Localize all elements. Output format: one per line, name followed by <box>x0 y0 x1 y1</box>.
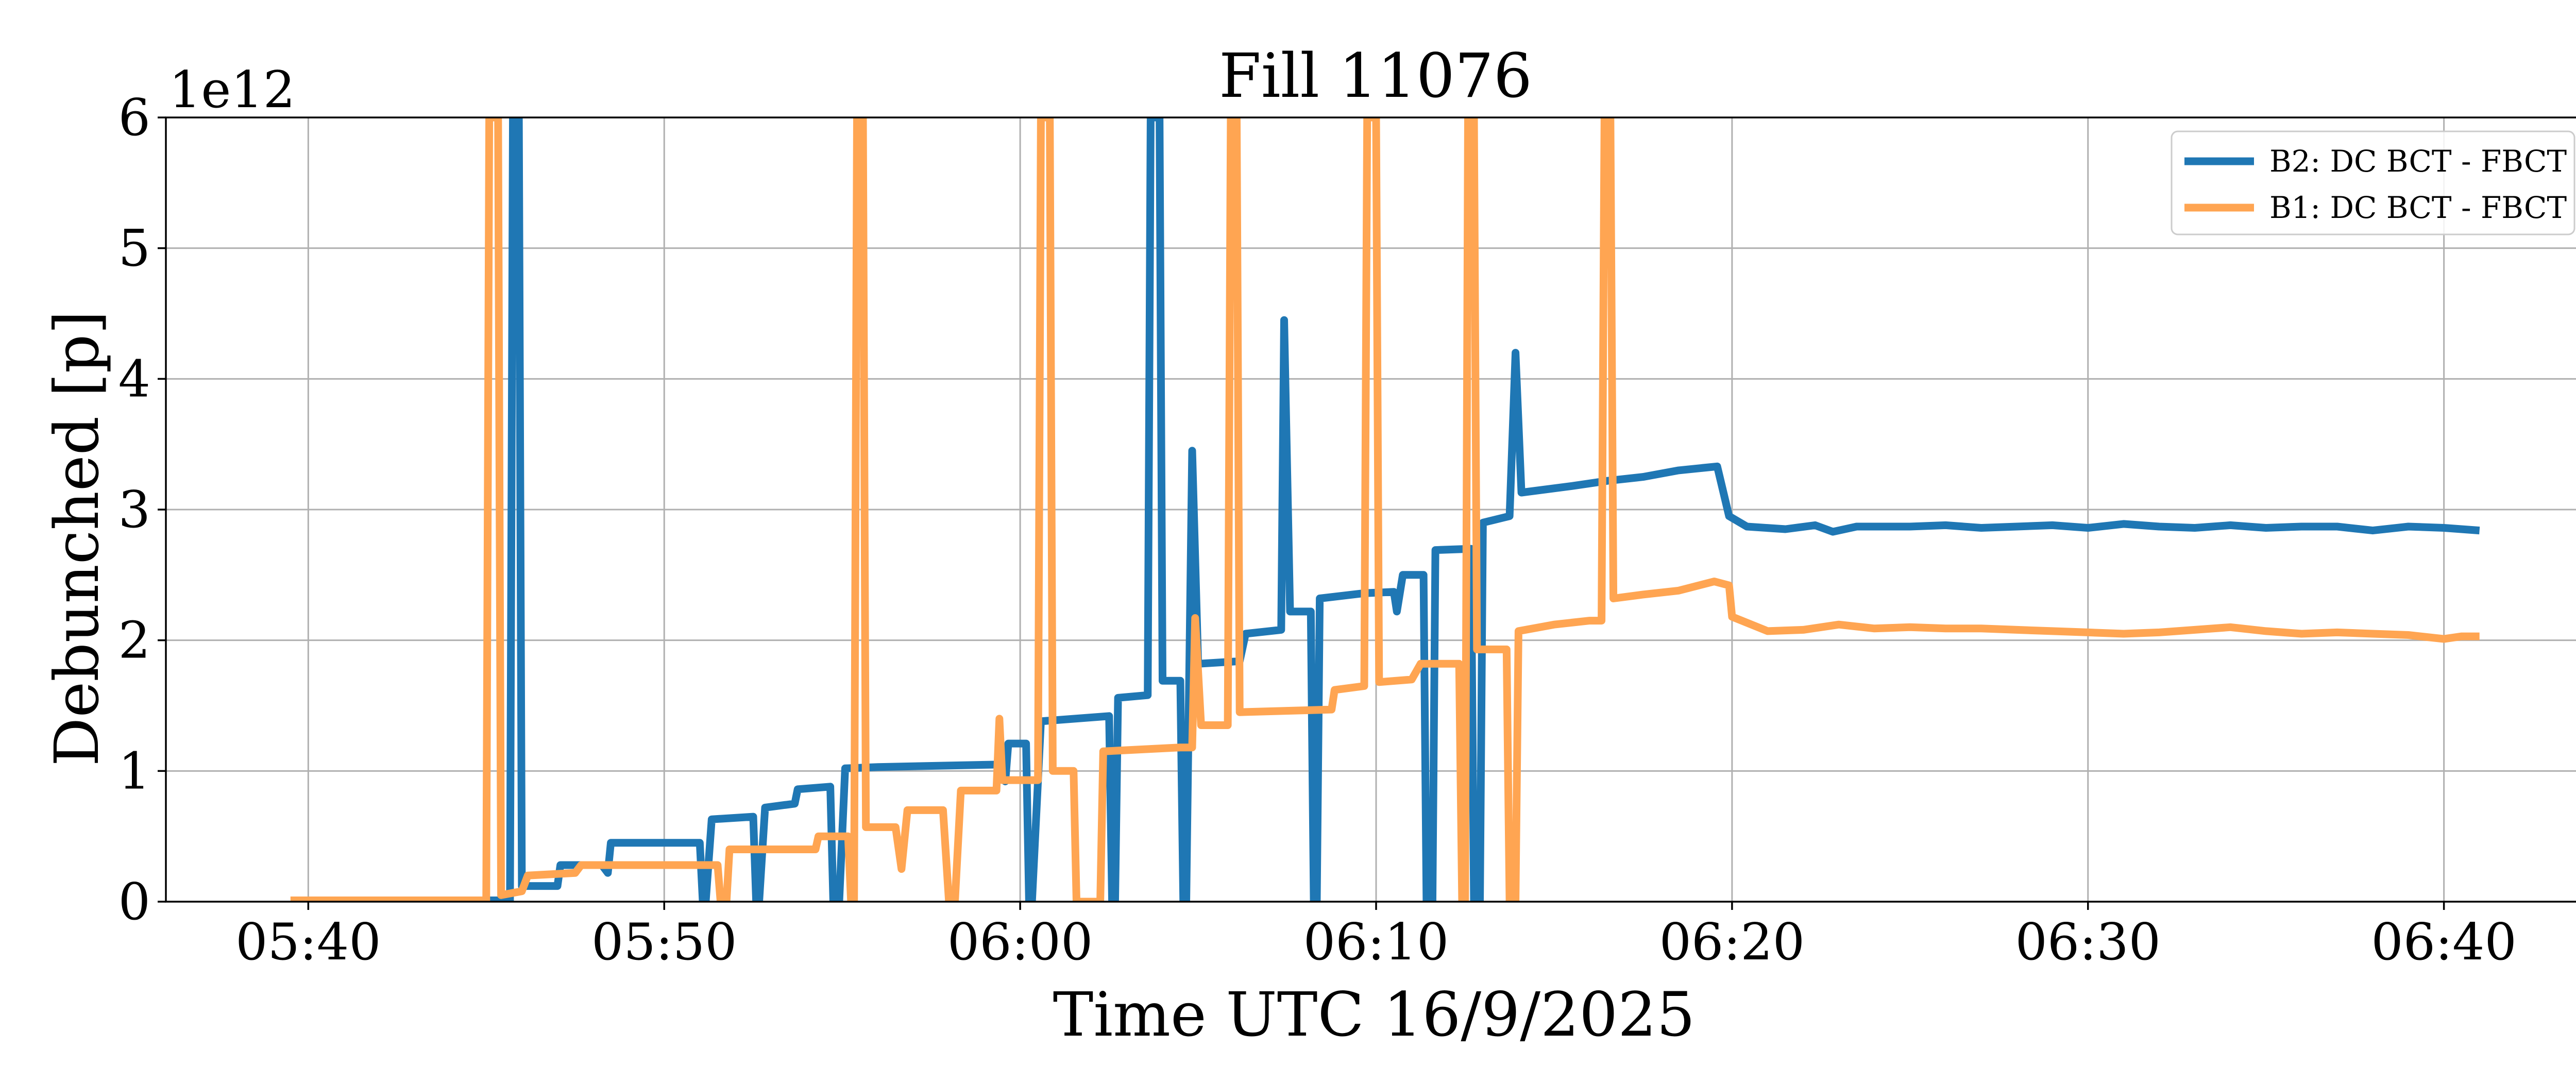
y-axis-offset-text: 1e12 <box>169 61 295 120</box>
plot-series <box>290 117 2480 902</box>
legend-box <box>2171 130 2575 235</box>
y-tick-label: 3 <box>118 481 150 539</box>
y-tick-label: 6 <box>118 89 150 147</box>
axis-ticks: 05:40 05:50 06:00 06:10 06:20 06:30 06:40 0 1 2 3 4… <box>118 89 2517 972</box>
legend: B2: DC BCT - FBCT B1: DC BCT - FBCT <box>2171 130 2575 235</box>
chart-title: Fill 11076 <box>1219 40 1532 111</box>
legend-label: B2: DC BCT - FBCT <box>2269 144 2567 179</box>
x-tick-label: 06:00 <box>947 913 1093 972</box>
series-line-b2 <box>326 117 2480 902</box>
x-tick-label: 06:10 <box>1303 913 1449 972</box>
y-tick-label: 5 <box>118 219 150 278</box>
x-axis-label: Time UTC 16/9/2025 <box>1053 979 1696 1050</box>
legend-label: B1: DC BCT - FBCT <box>2269 190 2567 225</box>
y-tick-label: 2 <box>118 612 150 670</box>
y-tick-label: 1 <box>118 742 150 801</box>
x-tick-label: 06:20 <box>1659 913 1805 972</box>
x-tick-label: 05:40 <box>235 913 381 972</box>
y-axis-label: Debunched [p] <box>41 311 112 767</box>
series-line-b1 <box>290 117 2480 902</box>
x-tick-label: 06:30 <box>2015 913 2161 972</box>
y-tick-label: 0 <box>118 873 150 932</box>
x-tick-label: 05:50 <box>591 913 737 972</box>
y-tick-label: 4 <box>118 350 150 409</box>
x-tick-label: 06:40 <box>2371 913 2516 972</box>
